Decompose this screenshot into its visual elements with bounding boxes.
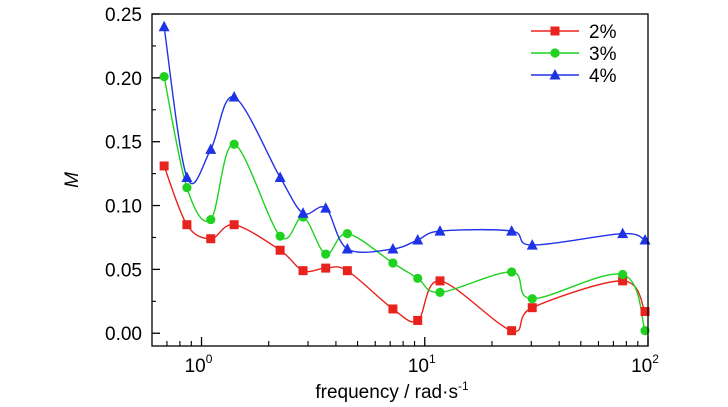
- x-tick-exponent: 2: [652, 352, 659, 366]
- y-tick-label: 0.00: [105, 324, 142, 345]
- data-point: [229, 220, 239, 230]
- plot-frame: [151, 13, 649, 347]
- data-point: [388, 258, 398, 268]
- data-point: [159, 71, 169, 82]
- x-axis-title: frequency / rad·s-1: [315, 379, 469, 403]
- legend-marker: [550, 48, 560, 58]
- data-point: [435, 276, 445, 286]
- data-point: [229, 139, 239, 149]
- x-tick-base: 10: [408, 356, 429, 377]
- x-tick-base: 10: [631, 356, 652, 377]
- data-point: [526, 239, 538, 250]
- series-markers-1: [159, 161, 650, 336]
- x-tick-label: 101: [408, 352, 436, 377]
- legend-label: 2%: [589, 22, 617, 43]
- data-point: [297, 207, 309, 218]
- data-point: [206, 234, 216, 244]
- data-point: [387, 242, 399, 254]
- data-point: [320, 202, 332, 213]
- data-point: [618, 269, 628, 280]
- data-point: [507, 326, 517, 336]
- data-point: [321, 249, 331, 259]
- data-point: [413, 315, 423, 325]
- data-point: [640, 326, 650, 336]
- data-point: [158, 20, 170, 32]
- y-tick-label: 0.25: [105, 5, 142, 26]
- data-point: [413, 273, 423, 283]
- x-tick-exponent: 0: [206, 352, 213, 366]
- legend: 2%3%4%: [531, 22, 617, 87]
- series-line-3: [163, 26, 646, 254]
- data-point: [182, 220, 192, 230]
- data-point: [182, 183, 192, 193]
- data-point: [298, 266, 308, 276]
- y-tick-label: 0.05: [105, 260, 142, 281]
- legend-marker: [550, 26, 560, 36]
- series-markers: [158, 20, 651, 336]
- series-markers-2: [159, 71, 650, 336]
- y-tick-label: 0.10: [105, 197, 142, 218]
- legend-label: 3%: [589, 44, 617, 65]
- data-point: [341, 242, 353, 254]
- y-tick-label: 0.20: [105, 69, 142, 90]
- data-point: [640, 307, 650, 317]
- data-point: [274, 171, 286, 182]
- series-markers-3: [158, 20, 651, 254]
- legend-marker: [549, 69, 561, 80]
- data-point: [434, 225, 446, 236]
- data-point: [527, 303, 537, 313]
- data-point: [639, 234, 651, 245]
- x-tick-base: 10: [185, 356, 206, 377]
- data-point: [342, 229, 352, 239]
- data-point: [228, 91, 240, 102]
- data-point: [275, 231, 285, 241]
- data-point: [159, 161, 169, 171]
- data-point: [507, 267, 517, 277]
- data-point: [617, 227, 629, 239]
- y-tick-label: 0.15: [105, 133, 142, 154]
- series-curves: [163, 26, 646, 333]
- data-point: [506, 225, 518, 236]
- data-point: [618, 276, 628, 286]
- data-point: [206, 214, 216, 225]
- data-point: [181, 171, 193, 182]
- x-tick-label: 100: [185, 352, 213, 377]
- data-point: [435, 287, 445, 297]
- data-point: [205, 143, 217, 154]
- data-point: [388, 304, 398, 314]
- data-point: [321, 263, 331, 273]
- legend-label: 4%: [589, 66, 617, 87]
- data-point: [342, 266, 352, 276]
- data-point: [275, 245, 285, 255]
- x-tick-label: 102: [631, 352, 659, 377]
- data-point: [412, 234, 424, 245]
- data-point: [527, 294, 537, 304]
- y-axis-title: M: [62, 172, 83, 188]
- x-tick-exponent: 1: [429, 352, 436, 366]
- series-line-1: [163, 165, 646, 333]
